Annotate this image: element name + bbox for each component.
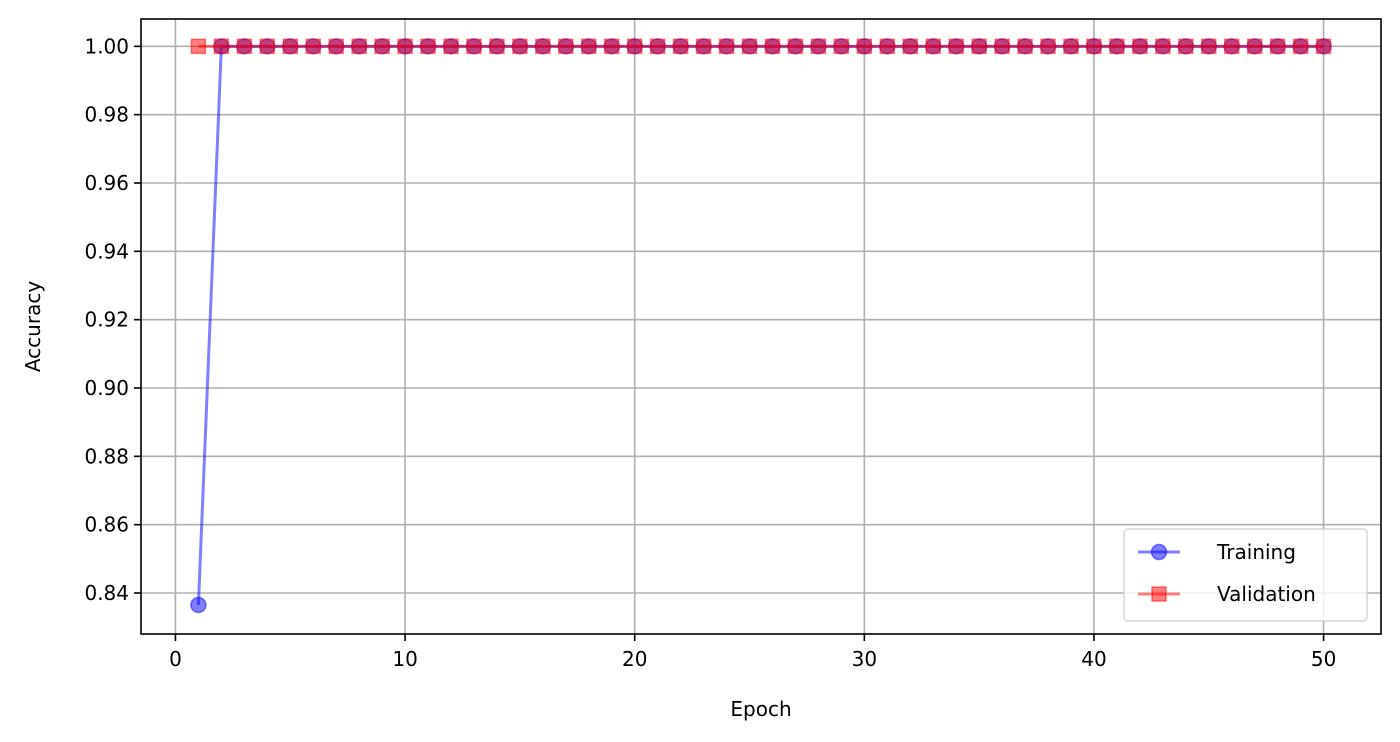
data-point-validation [856,38,873,55]
data-point-validation [718,38,735,55]
data-point-validation [810,38,827,55]
x-tick-label: 50 [1311,647,1336,671]
data-point-validation [1246,38,1263,55]
data-point-validation [1178,38,1194,55]
data-point-validation [420,38,436,55]
data-point-validation [1155,38,1171,55]
x-tick-label: 20 [622,647,647,671]
data-point-validation [512,38,528,55]
y-tick-label: 0.90 [84,376,129,400]
x-tick-label: 0 [169,647,182,671]
y-axis-label: Accuracy [21,281,45,372]
series-layer [190,38,1332,614]
data-point-validation [443,38,459,55]
data-point-validation [466,38,482,55]
data-point-validation [535,38,551,55]
plot-axes: 0 10 20 30 40 50 0.84 0.86 0.88 0.90 0.92 0.94 0.96 0… [84,34,1336,671]
data-point-validation [305,38,321,55]
data-point-validation [1315,38,1332,55]
data-point-validation [1017,38,1033,55]
data-point-validation [971,38,987,55]
data-point-validation [351,38,367,55]
data-point-validation [374,38,390,55]
data-point-validation [581,38,597,55]
data-point-validation [328,38,344,55]
data-point-validation [649,38,666,55]
data-point-validation [764,38,781,55]
data-point-validation [1063,38,1079,55]
data-point-validation [1086,38,1102,55]
data-point-validation [397,38,413,55]
legend-marker-circle-icon [1150,543,1168,561]
x-tick-label: 40 [1081,647,1106,671]
y-tick-label: 0.92 [84,308,129,332]
data-point-validation [1132,38,1148,55]
data-point-validation [925,38,941,55]
y-tick-label: 0.88 [84,444,129,468]
legend-box [1123,528,1368,622]
y-tick-label: 0.96 [84,171,129,195]
data-point-validation [489,38,505,55]
data-point-validation [558,38,574,55]
data-point-validation [282,38,299,55]
data-point-validation [787,38,804,55]
data-point-validation [1201,38,1217,55]
data-point-validation [994,38,1010,55]
data-point-validation [190,38,207,55]
y-tick-label: 0.84 [84,581,129,605]
data-point-validation [1040,38,1056,55]
data-point-validation [626,38,643,55]
legend: Training Validation [1123,528,1368,622]
legend-marker-square-icon [1151,586,1167,602]
data-point-validation [879,38,896,55]
x-axis-label: Epoch [730,697,791,721]
data-point-validation [672,38,689,55]
y-tick-label: 1.00 [84,34,129,58]
legend-label: Training [1216,540,1296,564]
data-point-validation [1292,38,1309,55]
data-point-validation [902,38,919,55]
y-tick-label: 0.86 [84,513,129,537]
data-point-validation [213,38,230,55]
y-tick-label: 0.94 [84,239,129,263]
data-point-training [190,596,207,614]
data-point-validation [948,38,964,55]
data-point-validation [695,38,712,55]
y-tick-label: 0.98 [84,103,129,127]
data-point-validation [603,38,620,55]
data-point-validation [833,38,850,55]
legend-entry-validation: Validation [1138,582,1316,606]
data-point-validation [1269,38,1286,55]
series-validation [190,38,1332,55]
legend-label: Validation [1217,582,1316,606]
data-point-validation [1109,38,1125,55]
legend-entry-training: Training [1138,540,1296,564]
x-tick-label: 30 [852,647,877,671]
plot-frame [140,18,1382,635]
data-point-validation [236,38,253,55]
data-point-validation [259,38,276,55]
data-point-validation [1223,38,1240,55]
grid-lines [141,19,1381,634]
data-point-validation [741,38,758,55]
x-tick-label: 10 [392,647,417,671]
